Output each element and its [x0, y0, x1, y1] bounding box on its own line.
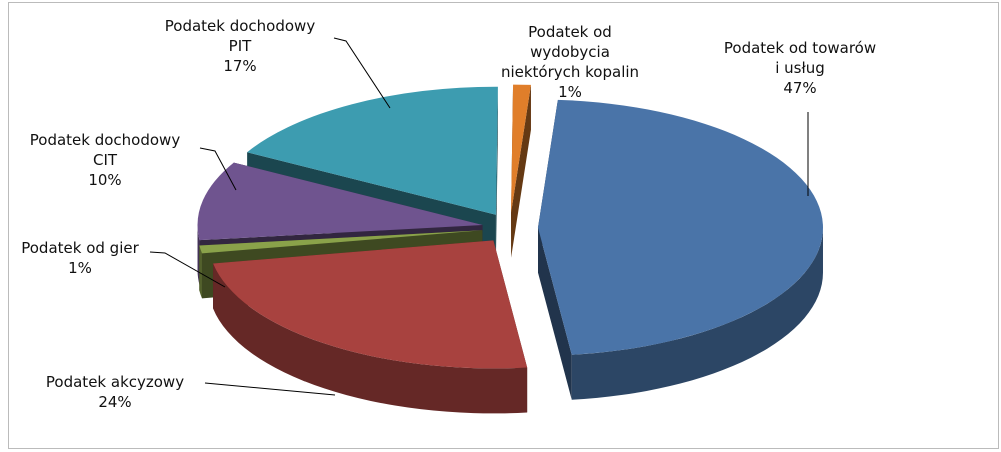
- value-label: 24%: [98, 393, 132, 411]
- value-label: 17%: [223, 57, 257, 75]
- leader-line: [333, 37, 391, 109]
- slice-wall: [197, 225, 200, 286]
- pie-slice: [511, 84, 531, 258]
- frame: [8, 2, 999, 449]
- slice-top: [537, 99, 823, 355]
- slice-top: [197, 162, 483, 241]
- value-label: 1%: [68, 259, 92, 277]
- slice-label: Podatek dochodowy PIT 17%: [140, 16, 340, 76]
- slice-top: [511, 84, 531, 213]
- pie-slice: [213, 240, 528, 414]
- category-label: Podatek od wydobycia niektórych kopalin: [500, 23, 640, 81]
- value-label: 1%: [558, 83, 582, 101]
- slice-wall: [571, 227, 823, 400]
- slice-wall: [199, 245, 202, 299]
- slice-side-face: [511, 84, 531, 258]
- slice-label: Podatek akcyzowy 24%: [20, 372, 210, 412]
- slice-label: Podatek od gier 1%: [5, 238, 155, 278]
- slice-label: Podatek od towarów i usług 47%: [700, 38, 900, 98]
- slice-top: [247, 86, 498, 215]
- slice-label: Podatek od wydobycia niektórych kopalin 1…: [470, 22, 670, 102]
- slice-label: Podatek dochodowy CIT 10%: [10, 130, 200, 190]
- slice-top: [199, 230, 483, 254]
- slice-top: [213, 240, 528, 369]
- leader-line: [149, 251, 226, 288]
- slice-side-face: [537, 227, 572, 400]
- pie-slice: [537, 99, 823, 400]
- category-label: Podatek od towarów i usług: [723, 39, 877, 77]
- category-label: Podatek akcyzowy: [45, 373, 185, 391]
- category-label: Podatek dochodowy PIT: [164, 17, 316, 55]
- leader-line: [204, 382, 336, 396]
- value-label: 47%: [783, 79, 817, 97]
- slice-side-face: [495, 86, 498, 260]
- category-label: Podatek od gier: [21, 239, 139, 257]
- slice-wall: [213, 263, 528, 414]
- leader-line: [199, 147, 237, 191]
- value-label: 10%: [88, 171, 122, 189]
- category-label: Podatek dochodowy CIT: [29, 131, 181, 169]
